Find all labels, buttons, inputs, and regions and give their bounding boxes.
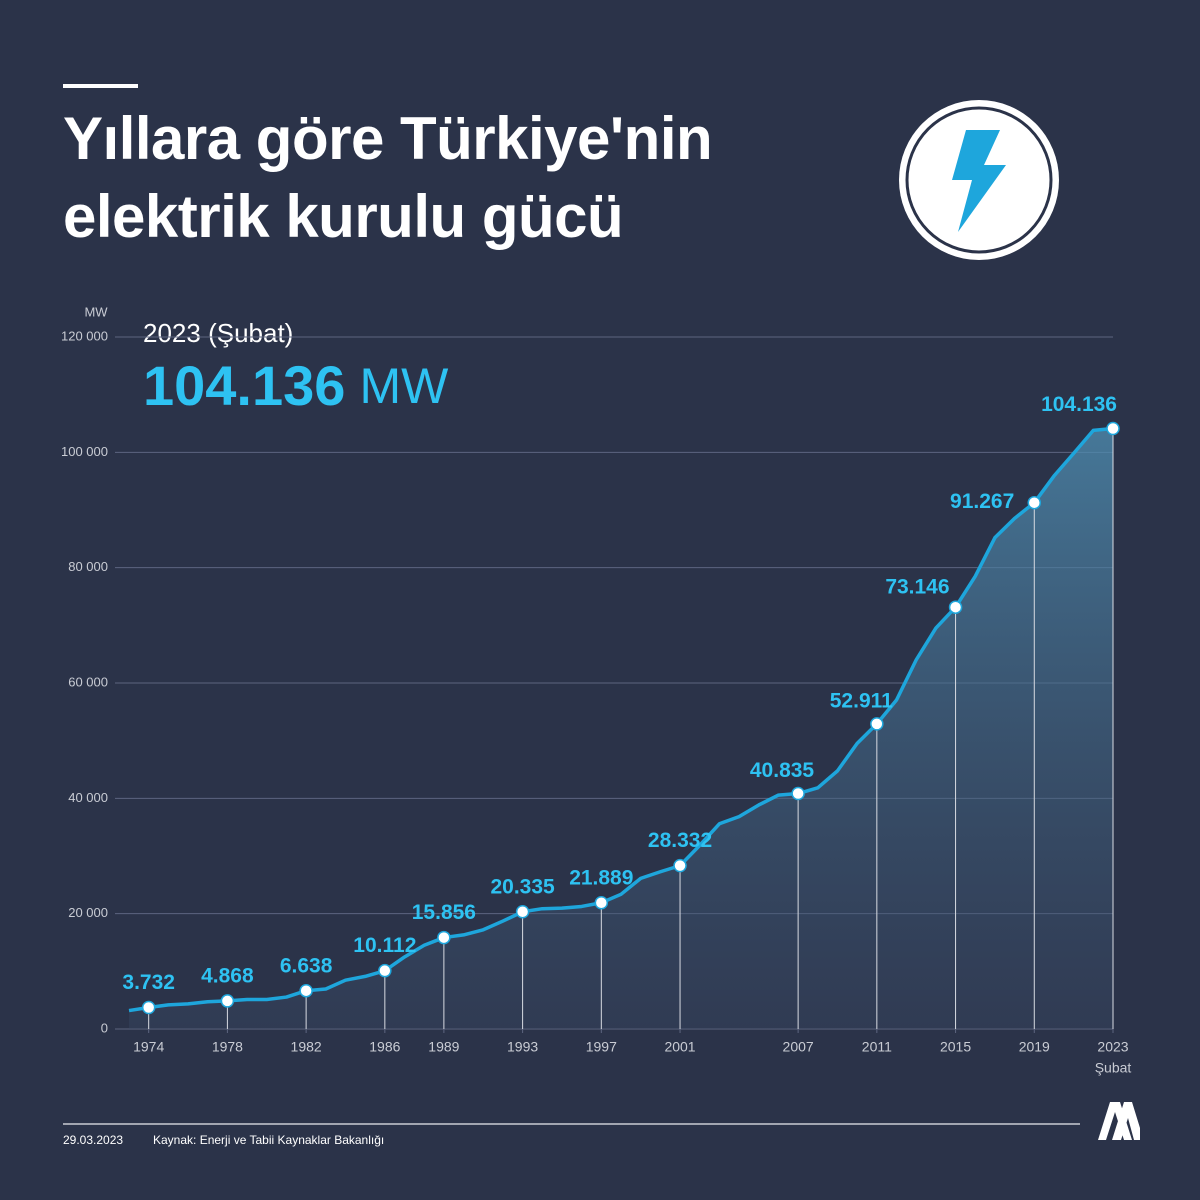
x-tick-label: 2001 (664, 1039, 695, 1055)
point (948, 600, 963, 614)
point (141, 1000, 156, 1015)
icon (899, 100, 1059, 260)
line (128, 426, 1114, 1013)
point (870, 717, 884, 731)
x-tick-label: 2015 (940, 1039, 971, 1055)
y-tick-label: 120 000 (61, 328, 108, 343)
data-label: 15.856 (412, 901, 476, 924)
data-label: 6.638 (280, 954, 333, 977)
headline-unit: MW (359, 358, 449, 414)
data-label: 21.889 (569, 866, 633, 889)
x-tick-label: 1978 (212, 1039, 243, 1055)
x-tick-label: 2011 (862, 1039, 892, 1055)
point (299, 983, 313, 998)
y-unit: MW (84, 304, 108, 319)
y-tick-label: 20 000 (68, 905, 108, 920)
data-label: 4.868 (201, 964, 254, 987)
title: Yıllara göre Türkiye'nin elektrik kurulu… (63, 105, 713, 250)
x-tick-label: 1993 (507, 1039, 538, 1055)
x-tick-label: 2019 (1019, 1039, 1050, 1055)
data-label: 40.835 (750, 759, 815, 782)
area (129, 428, 1113, 1029)
data-label: 10.112 (353, 934, 416, 957)
x-note: Şubat (1095, 1060, 1132, 1076)
point (1027, 495, 1042, 510)
point (1106, 421, 1120, 436)
x-tick-label: 1989 (428, 1039, 459, 1055)
logo (1098, 1102, 1140, 1140)
point (515, 904, 530, 919)
data-label: 20.335 (490, 875, 555, 898)
headline-label: 2023 (Şubat) (143, 318, 293, 348)
y-tick-label: 0 (101, 1020, 108, 1035)
data-label: 104.136 (1041, 393, 1117, 416)
source: Kaynak: Enerji ve Tabii Kaynaklar Bakanl… (153, 1133, 384, 1147)
x-tick-label: 1982 (291, 1039, 322, 1055)
point (220, 994, 235, 1008)
y-tick-label: 100 000 (61, 444, 108, 459)
x-tick-label: 1986 (369, 1039, 400, 1055)
x-tick-label: 2023 (1097, 1039, 1128, 1055)
point (437, 930, 451, 945)
point (791, 786, 805, 801)
y-tick-label: 80 000 (68, 559, 108, 574)
data-label: 3.732 (122, 971, 175, 994)
y-tick-label: 60 000 (68, 674, 108, 689)
y-tick-label: 40 000 (68, 790, 108, 805)
headline-value: 104.136 (143, 354, 345, 417)
data-label: 73.146 (885, 576, 949, 599)
data-label: 91.267 (950, 490, 1014, 513)
point (378, 963, 392, 978)
point (673, 858, 687, 873)
data-label: 52.911 (830, 689, 893, 712)
x-tick-label: 1997 (586, 1039, 617, 1055)
date: 29.03.2023 (63, 1133, 123, 1147)
data-label: 28.332 (648, 829, 712, 852)
x-tick-label: 1974 (133, 1039, 164, 1055)
point (594, 896, 609, 910)
x-tick-label: 2007 (783, 1039, 814, 1055)
